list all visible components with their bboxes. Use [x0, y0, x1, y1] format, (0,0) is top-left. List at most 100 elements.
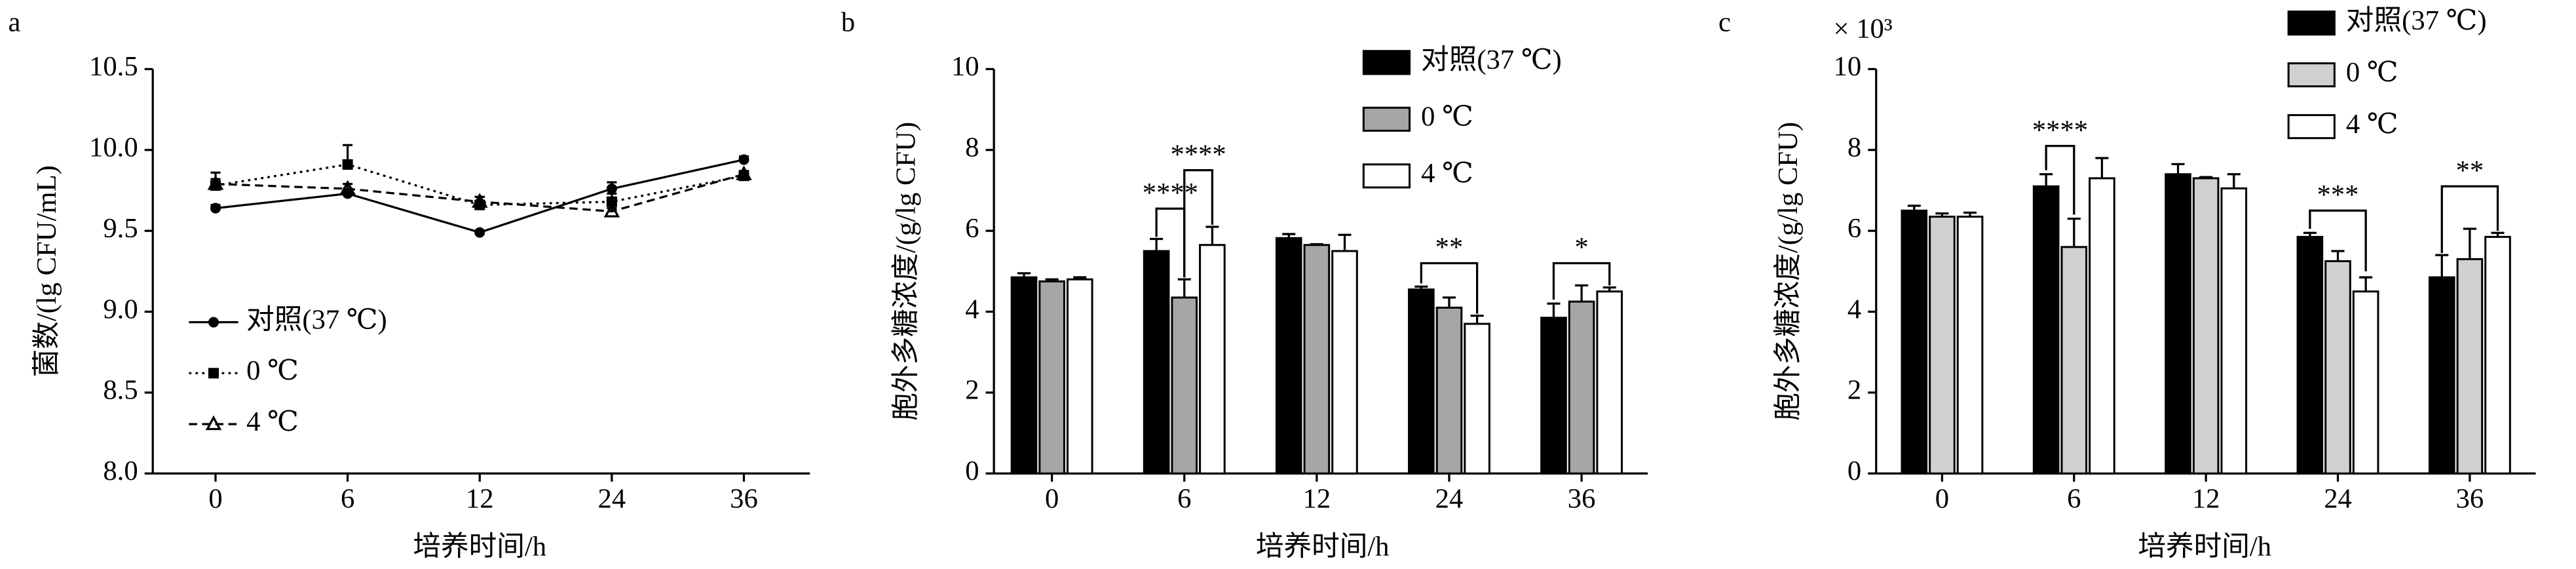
significance-label: **** — [1143, 178, 1198, 208]
series-line — [215, 173, 744, 213]
legend-swatch — [1362, 50, 1411, 75]
bar — [1143, 250, 1170, 475]
panel-label: c — [1718, 7, 1731, 37]
point — [342, 159, 353, 170]
x-tick-label: 36 — [730, 484, 758, 515]
legend-marker — [205, 415, 222, 431]
y-tick-label: 10.0 — [89, 132, 138, 163]
point — [606, 196, 617, 207]
legend-swatch — [2287, 10, 2336, 36]
legend-swatch — [2287, 62, 2336, 88]
y-axis-title: 菌数/(lg CFU/mL) — [31, 165, 62, 377]
y-tick-label: 9.0 — [103, 294, 138, 324]
bar — [2220, 187, 2248, 475]
x-tick-label: 0 — [1045, 484, 1059, 515]
point — [738, 154, 749, 165]
bar — [1066, 278, 1093, 475]
point — [736, 165, 752, 180]
y-tick-label: 9.5 — [103, 213, 138, 244]
legend-label: 对照(37 ℃) — [1421, 45, 1562, 75]
point — [339, 180, 356, 195]
bar — [2352, 290, 2379, 475]
y-tick-label: 0 — [1847, 456, 1861, 486]
legend-label: 4 ℃ — [1421, 158, 1473, 189]
x-tick-label: 12 — [2192, 484, 2220, 515]
x-tick-label: 6 — [341, 484, 354, 515]
bar — [1038, 280, 1065, 475]
x-tick-label: 24 — [2324, 484, 2352, 515]
legend-marker — [208, 368, 219, 379]
x-tick-label: 6 — [1177, 484, 1191, 515]
y-tick-label: 10 — [951, 51, 979, 82]
significance-bracket — [2045, 144, 2075, 215]
x-tick-label: 12 — [1303, 484, 1331, 515]
legend-marker — [208, 317, 219, 328]
bar — [1568, 300, 1595, 475]
bar — [1540, 317, 1567, 475]
panel-label: b — [841, 7, 855, 37]
legend-label: 对照(37 ℃) — [2346, 5, 2487, 36]
significance-bracket — [2440, 185, 2499, 254]
point — [606, 183, 617, 194]
legend-label: 4 ℃ — [246, 406, 299, 437]
x-tick-label: 0 — [208, 484, 222, 515]
legend-label: 4 ℃ — [2346, 109, 2398, 140]
x-tick-label: 0 — [1935, 484, 1949, 515]
y-tick-label: 8.5 — [103, 375, 138, 406]
y-tick-label: 0 — [965, 456, 979, 486]
y-axis-title: 胞外多糖浓度/(g/lg CFU) — [891, 122, 922, 421]
bar — [1929, 216, 1956, 475]
y-axis-title: 胞外多糖浓度/(g/lg CFU) — [1773, 122, 1804, 421]
bar — [2165, 173, 2191, 475]
bar — [1331, 250, 1358, 475]
legend-label: 0 ℃ — [246, 355, 299, 386]
bar — [1435, 306, 1463, 475]
bar — [2089, 177, 2115, 475]
y-tick-label: 10.5 — [89, 51, 138, 82]
bar — [2324, 260, 2351, 475]
x-tick-label: 24 — [1435, 484, 1464, 515]
legend-label: 0 ℃ — [1421, 102, 1473, 132]
x-axis-title: 培养时间/h — [1256, 530, 1390, 562]
significance-bracket — [2309, 209, 2367, 271]
bar — [1596, 290, 1623, 475]
legend-label: 对照(37 ℃) — [246, 304, 387, 335]
x-tick-label: 36 — [2456, 484, 2484, 515]
x-tick-label: 6 — [2067, 484, 2081, 515]
legend-swatch — [1362, 106, 1411, 132]
y-tick-label: 8.0 — [103, 456, 138, 486]
y-tick-label: 2 — [965, 375, 979, 406]
x-axis-title: 培养时间/h — [2138, 530, 2271, 562]
bar — [2456, 258, 2484, 475]
bar — [1901, 209, 1928, 475]
bar — [2484, 235, 2511, 475]
x-axis-title: 培养时间/h — [413, 530, 546, 562]
panel-label: a — [9, 7, 21, 37]
y-tick-label: 6 — [965, 213, 979, 244]
bar — [1010, 276, 1038, 475]
bar — [1275, 237, 1302, 475]
legend-swatch — [1362, 163, 1411, 189]
y-tick-label: 6 — [1847, 213, 1861, 244]
bar — [2296, 235, 2324, 475]
significance-label: ** — [2456, 155, 2484, 186]
bar — [1464, 323, 1490, 475]
y-tick-label: 10 — [1834, 51, 1862, 82]
x-tick-label: 36 — [1568, 484, 1596, 515]
significance-bracket — [1183, 168, 1214, 278]
significance-bracket — [1420, 262, 1479, 314]
significance-label: * — [1574, 232, 1588, 263]
bar — [1408, 288, 1435, 475]
point — [210, 203, 221, 214]
point — [474, 227, 485, 238]
x-tick-label: 24 — [598, 484, 626, 515]
y-tick-label: 2 — [1847, 375, 1861, 406]
significance-label: **** — [1170, 139, 1226, 170]
y-tick-label: 4 — [965, 294, 979, 324]
significance-label: *** — [2317, 180, 2359, 210]
bar — [2192, 177, 2220, 475]
point — [603, 203, 620, 218]
bar — [2032, 185, 2060, 475]
